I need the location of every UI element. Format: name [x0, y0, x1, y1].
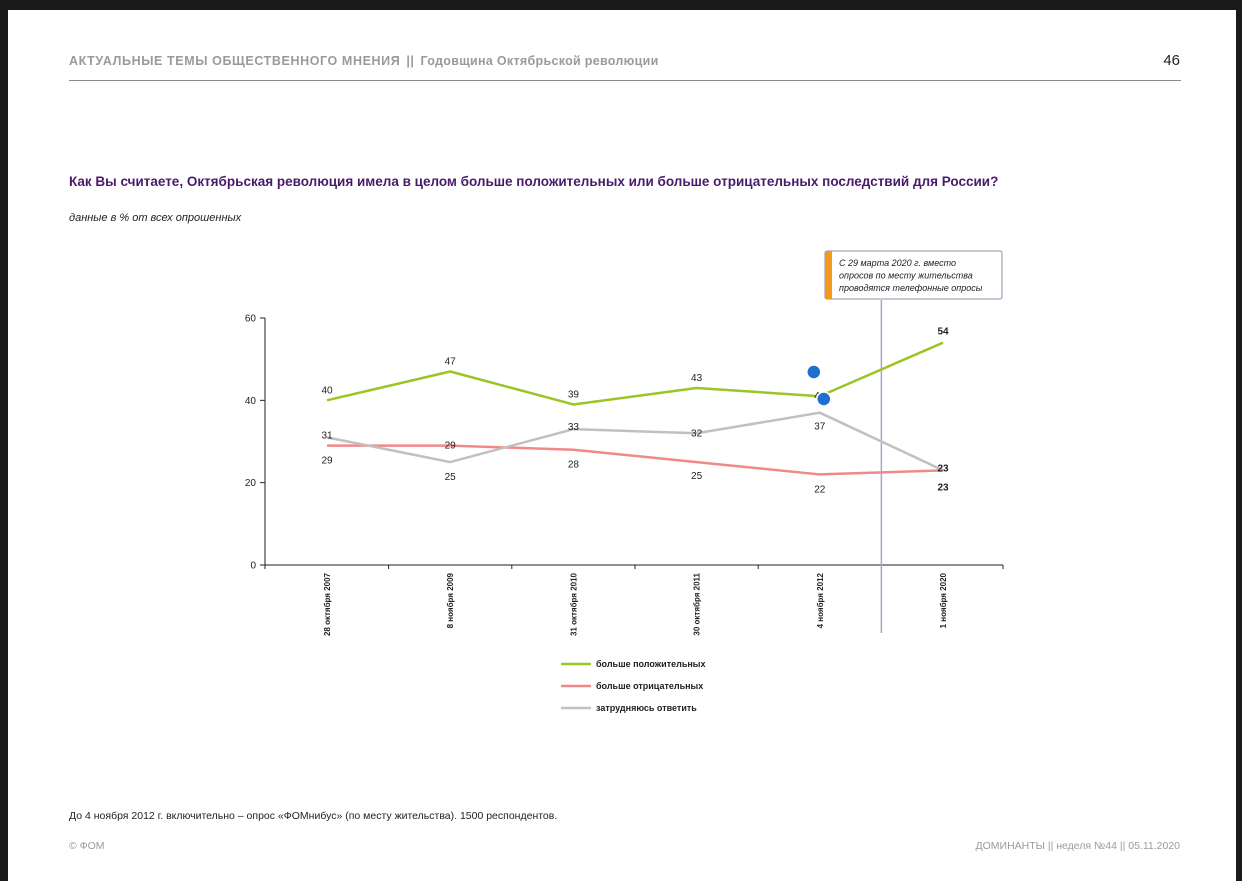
series-line-2: [327, 444, 944, 476]
footnote: До 4 ноября 2012 г. включительно – опрос…: [69, 810, 558, 822]
data-label: 43: [691, 373, 703, 384]
note-accent: [825, 251, 832, 299]
x-tick-label: 30 октября 2011: [693, 572, 702, 635]
legend-label: больше отрицательных: [596, 681, 703, 691]
data-label: 25: [445, 472, 457, 483]
data-label: 39: [568, 389, 580, 400]
y-tick-label: 60: [245, 314, 257, 325]
x-tick-label: 4 ноября 2012: [816, 572, 825, 628]
data-label: 31: [321, 430, 333, 441]
note-line: опросов по месту жительства: [839, 271, 973, 281]
header-separator: ||: [406, 54, 415, 68]
data-label: 23: [937, 482, 949, 493]
report-page: АКТУАЛЬНЫЕ ТЕМЫ ОБЩЕСТВЕННОГО МНЕНИЯ || Го…: [8, 10, 1236, 881]
data-label: 29: [445, 441, 457, 452]
legend-label: больше положительных: [596, 659, 705, 669]
header-topic: Годовщина Октябрьской революции: [420, 54, 659, 68]
header-divider: [69, 80, 1181, 81]
x-tick-label: 31 октября 2010: [569, 572, 578, 636]
data-label: 40: [321, 385, 333, 396]
data-label: 29: [321, 456, 333, 467]
y-tick-label: 0: [250, 561, 256, 572]
data-label: 37: [814, 422, 826, 433]
point-marker: [806, 364, 822, 380]
data-label: 22: [814, 484, 826, 495]
x-tick-label: 1 ноября 2020: [939, 572, 948, 628]
data-label: 32: [691, 428, 703, 439]
page-number: 46: [1163, 52, 1180, 69]
data-label: 25: [691, 471, 703, 482]
data-label: 33: [568, 422, 580, 433]
series-line-1: [326, 341, 944, 406]
method-note: С 29 марта 2020 г. вместо опросов по мест…: [824, 250, 1003, 300]
y-tick-label: 40: [245, 396, 257, 407]
header-section: АКТУАЛЬНЫЕ ТЕМЫ ОБЩЕСТВЕННОГО МНЕНИЯ: [69, 54, 401, 68]
y-tick-label: 20: [245, 478, 257, 489]
x-tick-label: 28 октября 2007: [323, 572, 332, 636]
legend-label: затрудняюсь ответить: [596, 703, 697, 713]
page-header: АКТУАЛЬНЫЕ ТЕМЫ ОБЩЕСТВЕННОГО МНЕНИЯ || Го…: [69, 54, 659, 68]
data-label: 23: [937, 463, 949, 474]
copyright: © ФОМ: [69, 840, 105, 852]
data-label: 28: [568, 460, 580, 471]
data-label: 54: [937, 327, 949, 338]
point-marker: [816, 391, 832, 407]
note-line: проводятся телефонные опросы: [839, 283, 983, 293]
x-tick-label: 8 ноября 2009: [446, 572, 455, 628]
note-line: С 29 марта 2020 г. вместо: [839, 258, 956, 268]
footer-right: ДОМИНАНТЫ || неделя №44 || 05.11.2020: [975, 840, 1181, 852]
chart-subtitle: данные в % от всех опрошенных: [69, 212, 242, 224]
data-label: 47: [445, 357, 457, 368]
series-line-3: [326, 411, 944, 472]
chart-question: Как Вы считаете, Октябрьская революция и…: [69, 174, 999, 189]
